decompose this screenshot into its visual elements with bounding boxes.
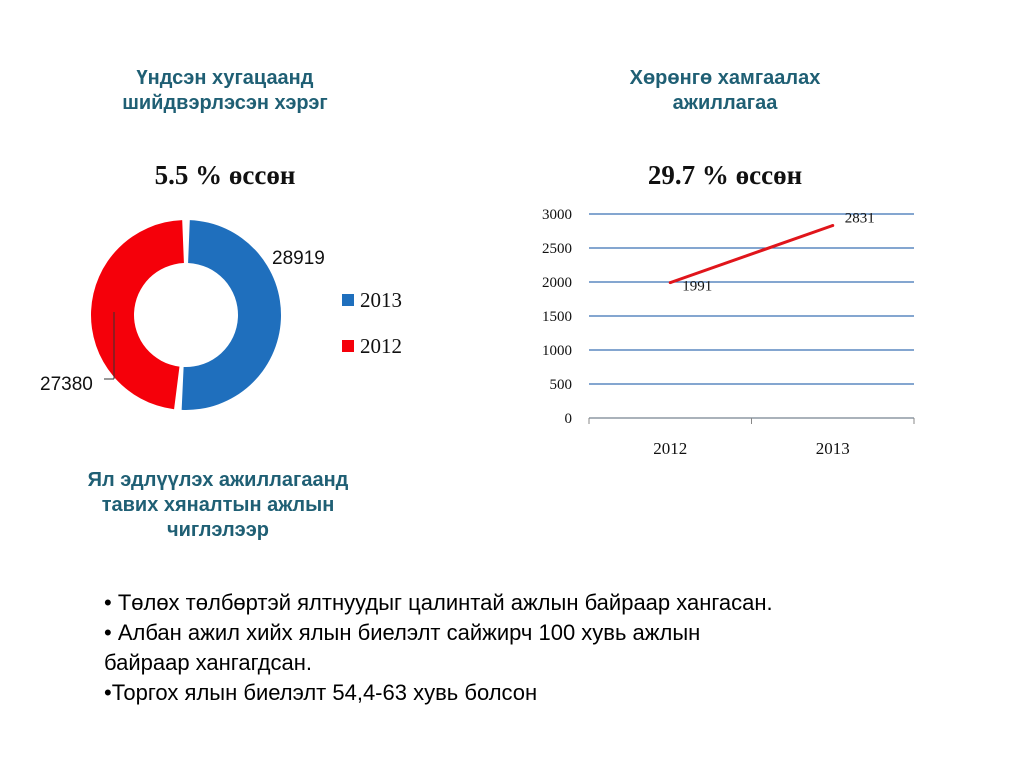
- legend-swatch: [342, 294, 354, 306]
- doughnut-chart: 28919 27380 2013 2012: [40, 220, 402, 411]
- pie-chart-title: Үндсэн хугацаанд шийдвэрлэсэн хэрэг: [122, 67, 328, 114]
- data-label: 28919: [272, 248, 325, 269]
- data-label: 2831: [845, 210, 875, 226]
- y-tick-label: 0: [565, 411, 573, 427]
- legend-label: 2013: [360, 288, 402, 312]
- bullet-item: • Төлөх төлбөртэй ялтнуудыг цалинтай ажл…: [104, 590, 773, 615]
- y-tick-label: 2500: [542, 241, 572, 257]
- bullet-list: • Төлөх төлбөртэй ялтнуудыг цалинтай ажл…: [104, 588, 924, 708]
- section-heading: Ял эдлүүлэх ажиллагаанд тавих хяналтын а…: [87, 469, 349, 541]
- x-tick-label: 2012: [653, 439, 687, 458]
- data-point: [668, 281, 672, 285]
- data-point: [831, 223, 835, 227]
- bullet-item: • Албан ажил хийх ялын биелэлт сайжирч 1…: [104, 620, 701, 675]
- data-label: 1991: [682, 279, 712, 295]
- legend-swatch: [342, 340, 354, 352]
- y-tick-label: 1500: [542, 309, 572, 325]
- y-tick-label: 500: [550, 377, 573, 393]
- data-label: 27380: [40, 374, 93, 395]
- line-chart-title: Хөрөнгө хамгаалах ажиллагаа: [629, 67, 821, 114]
- legend-label: 2012: [360, 334, 402, 358]
- y-tick-label: 2000: [542, 275, 572, 291]
- pie-growth-label: 5.5 % өссөн: [154, 160, 296, 190]
- doughnut-slice-2012: [90, 220, 184, 410]
- line-growth-label: 29.7 % өссөн: [647, 160, 803, 190]
- bullet-item: •Торгох ялын биелэлт 54,4-63 хувь болсон: [104, 680, 538, 705]
- x-tick-label: 2013: [816, 439, 850, 458]
- series-line: [669, 224, 834, 285]
- y-tick-label: 3000: [542, 207, 572, 223]
- doughnut-slice-2013: [181, 220, 282, 411]
- line-chart: 0 500 1000 1500 2000 2500 3000 2012 2013 1991 2831: [542, 207, 915, 458]
- y-tick-label: 1000: [542, 343, 572, 359]
